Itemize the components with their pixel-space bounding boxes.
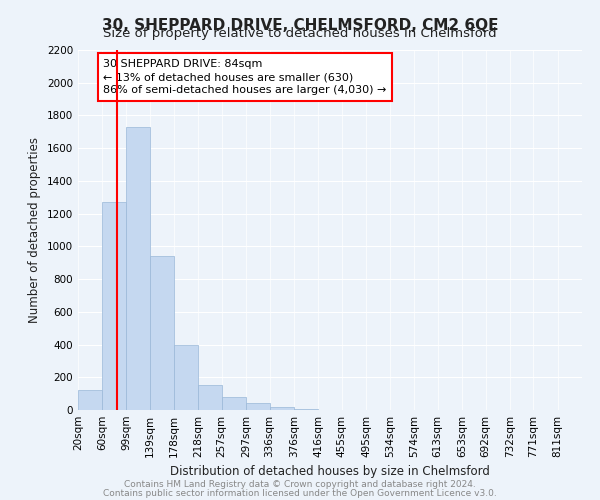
Text: 30, SHEPPARD DRIVE, CHELMSFORD, CM2 6QE: 30, SHEPPARD DRIVE, CHELMSFORD, CM2 6QE xyxy=(102,18,498,32)
Bar xyxy=(126,127,150,410)
Text: Size of property relative to detached houses in Chelmsford: Size of property relative to detached ho… xyxy=(103,28,497,40)
Y-axis label: Number of detached properties: Number of detached properties xyxy=(28,137,41,323)
Text: Contains public sector information licensed under the Open Government Licence v3: Contains public sector information licen… xyxy=(103,488,497,498)
Text: 30 SHEPPARD DRIVE: 84sqm
← 13% of detached houses are smaller (630)
86% of semi-: 30 SHEPPARD DRIVE: 84sqm ← 13% of detach… xyxy=(103,59,387,96)
Bar xyxy=(78,390,102,410)
Bar xyxy=(246,404,269,410)
Bar xyxy=(222,397,246,410)
Text: Contains HM Land Registry data © Crown copyright and database right 2024.: Contains HM Land Registry data © Crown c… xyxy=(124,480,476,489)
Bar xyxy=(174,344,198,410)
Bar xyxy=(198,386,222,410)
Bar xyxy=(102,202,126,410)
Bar xyxy=(269,406,294,410)
Bar xyxy=(294,409,318,410)
Bar xyxy=(150,256,174,410)
X-axis label: Distribution of detached houses by size in Chelmsford: Distribution of detached houses by size … xyxy=(170,466,490,478)
